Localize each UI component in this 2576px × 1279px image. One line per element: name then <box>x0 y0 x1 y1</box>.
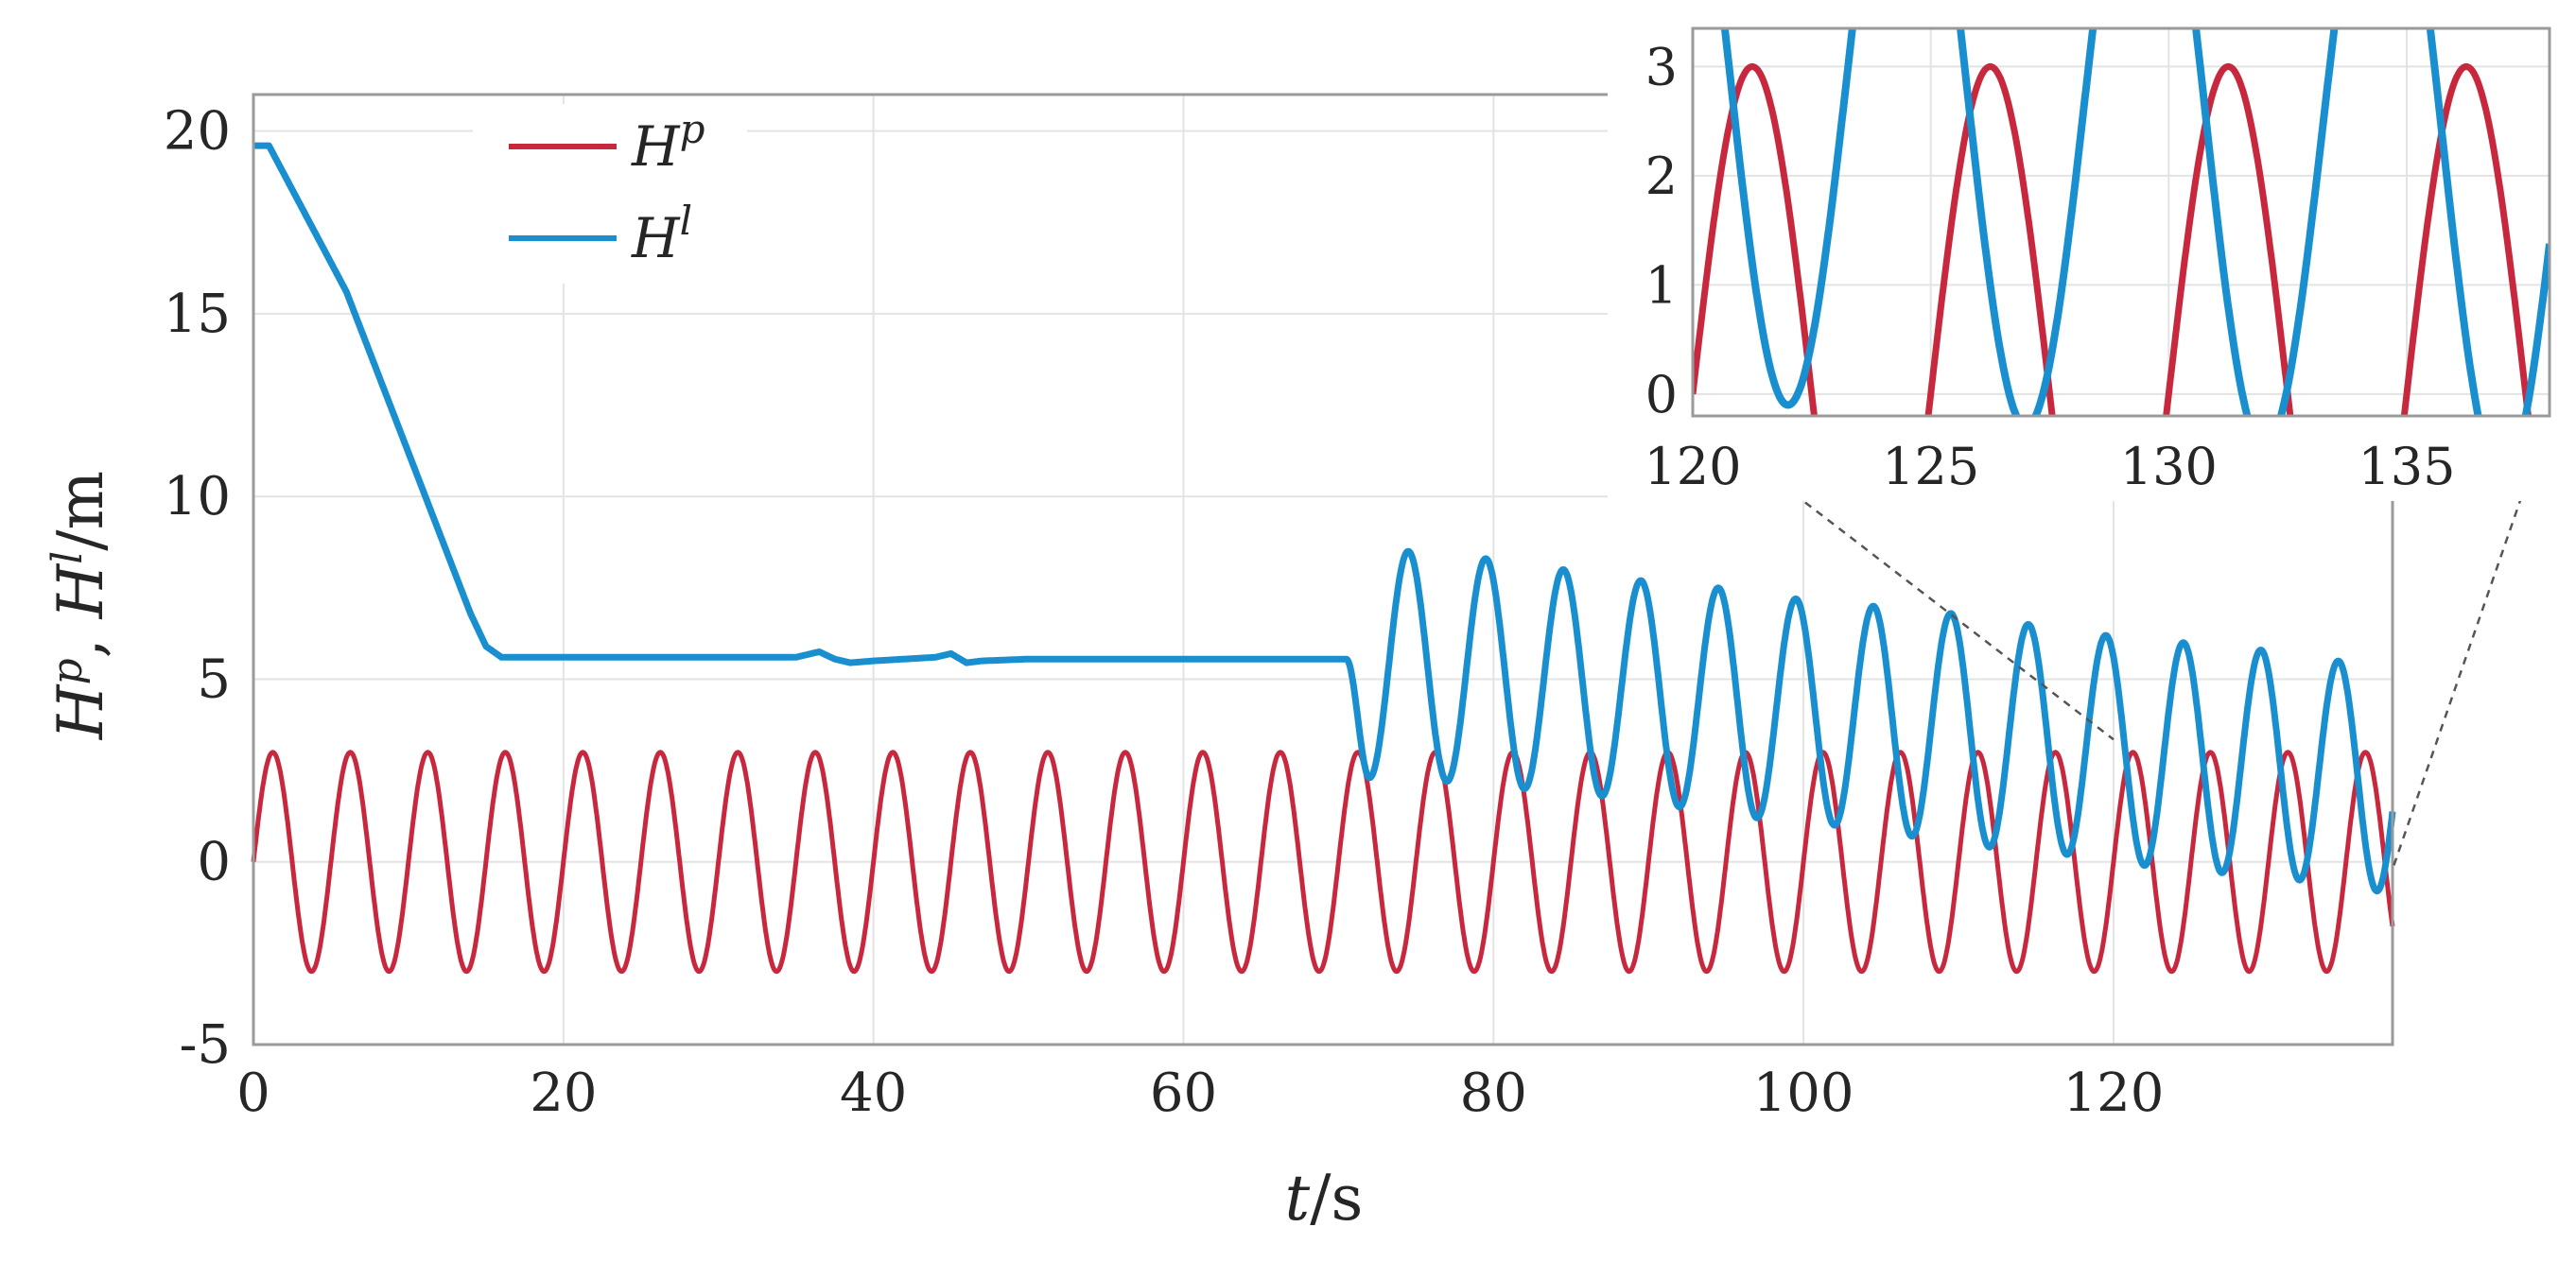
legend: Hp Hl <box>473 104 747 284</box>
inset-series-line-hl <box>1720 28 2550 416</box>
legend-label-hl-sup: l <box>680 198 692 244</box>
y-axis-title-p: p <box>44 658 92 684</box>
inset-y-tick-label: 1 <box>1645 255 1678 315</box>
inset-y-tick-label: 2 <box>1645 147 1678 206</box>
inset-series-group <box>1693 28 2550 416</box>
y-tick-label: 5 <box>197 648 231 710</box>
y-axis-title-hp: H <box>44 683 117 740</box>
inset-y-tick-label: 0 <box>1645 365 1678 424</box>
y-axis-title-comma: , <box>44 618 117 658</box>
y-tick-label: 20 <box>164 101 231 163</box>
legend-label-hl: Hl <box>631 198 692 270</box>
y-tick-label: -5 <box>179 1014 231 1076</box>
y-tick-label: 0 <box>197 832 231 893</box>
legend-label-hl-base: H <box>631 206 681 270</box>
main-plot-frame <box>252 93 2394 1046</box>
y-axis-title-l: l <box>44 551 92 564</box>
inset-x-tick-label: 135 <box>2358 437 2455 496</box>
series-line-hp <box>251 750 2395 975</box>
x-tick-label: 60 <box>1150 1063 1217 1124</box>
x-tick-label: 100 <box>1753 1063 1854 1124</box>
legend-box <box>473 104 747 284</box>
y-tick-label: 10 <box>164 466 231 527</box>
legend-label-hp-sup: p <box>680 106 705 152</box>
inset-plot-frame <box>1691 26 2551 418</box>
inset-zoom-chart: 120 125 130 135 0 1 2 3 <box>1608 19 2559 501</box>
inset-x-tick-label: 130 <box>2120 437 2218 496</box>
inset-x-tick-label: 125 <box>1882 437 1979 496</box>
inset-tick-labels: 120 125 130 135 0 1 2 3 <box>1644 37 2455 496</box>
x-axis-title: t/s <box>1285 1162 1364 1235</box>
y-axis-title: Hp, Hl/m <box>44 471 117 740</box>
x-axis-title-unit: /s <box>1310 1162 1363 1235</box>
x-tick-label: 80 <box>1460 1063 1527 1124</box>
y-axis-title-hl: H <box>44 562 117 619</box>
axis-titles: t/s Hp, Hl/m <box>44 471 1363 1235</box>
x-tick-label: 20 <box>530 1063 597 1124</box>
inset-series-line-hp <box>1693 62 2532 416</box>
inset-y-tick-label: 3 <box>1645 37 1678 96</box>
y-axis-title-unit: /m <box>44 471 117 551</box>
inset-x-tick-label: 120 <box>1644 437 1741 496</box>
x-axis-title-t: t <box>1285 1162 1311 1235</box>
zoom-connector-right <box>2391 415 2551 870</box>
y-tick-label: 15 <box>164 284 231 345</box>
series-line-hl <box>251 142 2396 895</box>
x-tick-label: 120 <box>2063 1063 2165 1124</box>
main-series-group <box>251 142 2396 975</box>
x-tick-label: 40 <box>840 1063 907 1124</box>
legend-label-hp-base: H <box>631 114 681 179</box>
x-tick-label: 0 <box>236 1063 270 1124</box>
legend-label-hp: Hp <box>631 106 705 179</box>
